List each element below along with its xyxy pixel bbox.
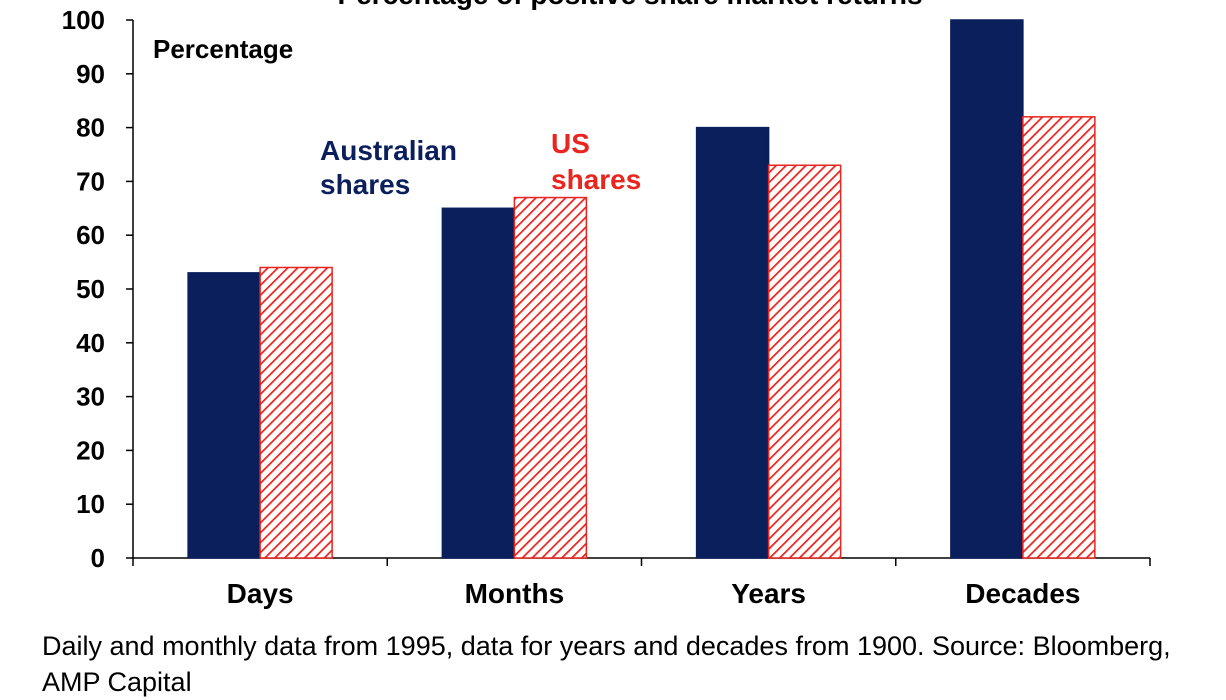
chart-bars xyxy=(187,19,1096,559)
legend-us-shares: shares xyxy=(551,164,641,195)
bar-us-years xyxy=(767,164,842,559)
y-tick-label: 60 xyxy=(76,220,105,250)
x-category-label: Decades xyxy=(965,578,1080,609)
legend-australian-shares: shares xyxy=(320,169,410,200)
y-tick-label: 40 xyxy=(76,328,105,358)
y-tick-label: 90 xyxy=(76,59,105,89)
bar-us-months xyxy=(513,196,588,559)
y-tick-label: 10 xyxy=(76,489,105,519)
chart-title: Percentage of positive share market retu… xyxy=(337,0,922,10)
bar-australian-years xyxy=(695,126,770,559)
y-tick-label: 30 xyxy=(76,382,105,412)
y-tick-label: 100 xyxy=(62,5,105,35)
source-footnote: Daily and monthly data from 1995, data f… xyxy=(42,631,1171,697)
x-category-label: Months xyxy=(465,578,565,609)
x-category-label: Years xyxy=(731,578,806,609)
bar-australian-months xyxy=(441,207,516,559)
y-tick-label: 20 xyxy=(76,435,105,465)
legend-australian-shares: Australian xyxy=(320,135,457,166)
y-tick-label: 50 xyxy=(76,274,105,304)
y-tick-label: 80 xyxy=(76,113,105,143)
chart-axes: 0 10 20 30 40 50 60 70 80 90 100 Days Months Years Dec… xyxy=(62,5,1151,609)
bar-australian-days xyxy=(187,272,261,559)
y-tick-label: 70 xyxy=(76,166,105,196)
bar-us-days xyxy=(259,266,333,559)
legend-us-shares: US xyxy=(551,128,590,159)
bar-us-decades xyxy=(1022,116,1096,559)
bar-chart: Percentage of positive share market retu… xyxy=(62,0,1151,609)
bar-australian-decades xyxy=(950,19,1024,559)
y-tick-label: 0 xyxy=(91,543,105,573)
x-category-label: Days xyxy=(227,578,294,609)
y-axis-label: Percentage xyxy=(153,34,293,64)
